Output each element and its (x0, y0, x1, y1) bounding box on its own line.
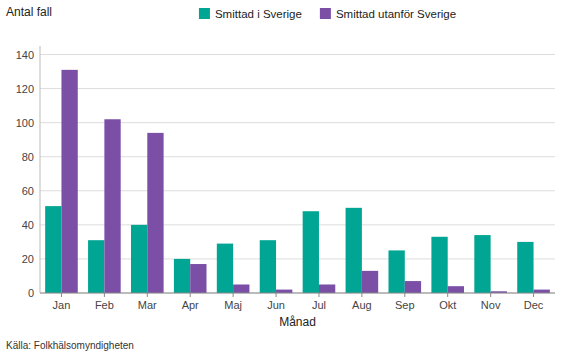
bar (303, 211, 319, 293)
bar (405, 281, 421, 293)
chart: 0 20 40 60 80 100 120 140 Jan Feb Mar Apr Maj Jun Jul A… (0, 0, 567, 355)
x-tick (276, 293, 277, 297)
y-axis-label: Antal fall (6, 5, 52, 19)
x-tick-label: Okt (439, 299, 456, 311)
bar (534, 290, 550, 293)
x-tick (61, 293, 62, 297)
x-tick-label: Feb (95, 299, 114, 311)
bar (388, 250, 404, 293)
bar (276, 290, 292, 293)
y-tick-label: 80 (22, 151, 34, 163)
bar (147, 133, 163, 293)
source: Källa: Folkhälsomyndigheten (6, 340, 134, 351)
x-tick-label: Jun (267, 299, 285, 311)
bar (319, 284, 335, 293)
legend-item: Smittad i Sverige (199, 8, 302, 20)
grid (40, 55, 555, 293)
x-tick-label: Apr (182, 299, 199, 311)
x-tick (104, 293, 105, 297)
x-tick-label: Sep (395, 299, 415, 311)
legend-swatch (320, 8, 331, 19)
legend-label: Smittad utanför Sverige (336, 8, 456, 20)
x-tick (361, 293, 362, 297)
x-tick-label: Nov (481, 299, 501, 311)
grid-line (40, 293, 555, 294)
x-tick (147, 293, 148, 297)
x-tick (533, 293, 534, 297)
bar (217, 244, 233, 293)
bar (448, 286, 464, 293)
y-tick-label: 40 (22, 219, 34, 231)
x-tick (404, 293, 405, 297)
bar (233, 284, 249, 293)
bars (45, 70, 550, 293)
x-axis-line (40, 293, 555, 294)
x-tick (490, 293, 491, 297)
y-axis-line (40, 46, 41, 293)
legend-label: Smittad i Sverige (215, 8, 302, 20)
x-tick-label: Jan (53, 299, 71, 311)
bar (474, 235, 490, 293)
grid-line (40, 88, 555, 89)
x-tick (447, 293, 448, 297)
series (61, 70, 549, 293)
legend: Smittad i Sverige Smittad utanför Sverige (199, 8, 456, 20)
bar (61, 70, 77, 293)
bar (174, 259, 190, 293)
x-tick-label: Maj (224, 299, 242, 311)
bar (88, 240, 104, 293)
y-tick-label: 100 (16, 117, 34, 129)
legend-swatch (199, 8, 210, 19)
grid-line (40, 54, 555, 55)
bar (45, 206, 61, 293)
x-axis-label: Månad (279, 315, 316, 329)
bar (431, 237, 447, 293)
x-tick-label: Aug (352, 299, 372, 311)
bar (104, 119, 120, 293)
bar (260, 240, 276, 293)
y-tick-label: 140 (16, 49, 34, 61)
bar (346, 208, 362, 293)
x-tick (318, 293, 319, 297)
bar (362, 271, 378, 293)
y-tick-label: 60 (22, 185, 34, 197)
legend-item: Smittad utanför Sverige (320, 8, 456, 20)
x-tick (190, 293, 191, 297)
bar (517, 242, 533, 293)
bar (131, 225, 147, 293)
bar (190, 264, 206, 293)
x-tick (233, 293, 234, 297)
x-tick-label: Dec (524, 299, 544, 311)
y-tick-label: 120 (16, 83, 34, 95)
x-tick-label: Mar (138, 299, 157, 311)
y-tick-label: 0 (28, 287, 34, 299)
x-tick-label: Jul (312, 299, 326, 311)
y-tick-label: 20 (22, 253, 34, 265)
